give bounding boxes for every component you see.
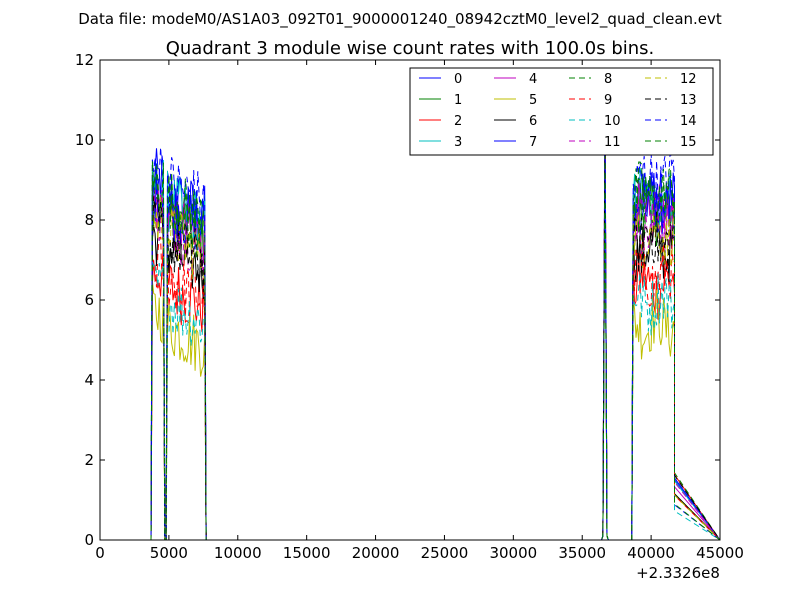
y-tick-label: 8 xyxy=(84,211,94,229)
legend-label-12: 12 xyxy=(680,72,697,87)
x-tick-label: 30000 xyxy=(489,544,537,562)
legend-label-6: 6 xyxy=(529,114,537,129)
x-tick-label: 40000 xyxy=(627,544,675,562)
legend-label-8: 8 xyxy=(604,72,612,87)
x-tick-label: 15000 xyxy=(283,544,331,562)
series-lines xyxy=(100,99,720,540)
x-tick-label: 20000 xyxy=(352,544,400,562)
legend-label-10: 10 xyxy=(604,114,621,129)
legend-box xyxy=(409,67,714,156)
legend-label-15: 15 xyxy=(680,135,697,150)
legend-label-2: 2 xyxy=(454,114,462,129)
legend-label-5: 5 xyxy=(529,93,537,108)
x-tick-label: 0 xyxy=(95,544,105,562)
legend-label-4: 4 xyxy=(529,72,537,87)
chart-title: Quadrant 3 module wise count rates with … xyxy=(166,38,655,59)
legend-label-0: 0 xyxy=(454,72,462,87)
y-tick-label: 0 xyxy=(84,531,94,549)
y-tick-label: 6 xyxy=(84,291,94,309)
series-line-11 xyxy=(100,141,720,540)
series-line-10 xyxy=(100,155,720,540)
y-tick-label: 10 xyxy=(75,131,94,149)
legend-label-11: 11 xyxy=(604,135,621,150)
legend-label-13: 13 xyxy=(680,93,697,108)
x-offset-label: +2.3326e8 xyxy=(636,564,720,582)
legend-label-3: 3 xyxy=(454,135,462,150)
x-tick-label: 35000 xyxy=(558,544,606,562)
legend-label-1: 1 xyxy=(454,93,462,108)
x-tick-label: 25000 xyxy=(421,544,469,562)
data-file-label: Data file: modeM0/AS1A03_092T01_90000012… xyxy=(78,10,722,29)
x-tick-label: 10000 xyxy=(214,544,262,562)
y-tick-label: 4 xyxy=(84,371,94,389)
legend-label-9: 9 xyxy=(604,93,612,108)
y-tick-label: 12 xyxy=(75,51,94,69)
y-tick-label: 2 xyxy=(84,451,94,469)
x-tick-label: 5000 xyxy=(150,544,188,562)
legend-label-7: 7 xyxy=(529,135,537,150)
x-tick-label: 45000 xyxy=(696,544,744,562)
series-line-15 xyxy=(100,155,720,540)
series-line-13 xyxy=(100,113,720,540)
x-axis: 0 5000 10000 15000 20000 25000 30000 35000 40000… xyxy=(95,60,744,562)
legend-label-14: 14 xyxy=(680,114,697,129)
